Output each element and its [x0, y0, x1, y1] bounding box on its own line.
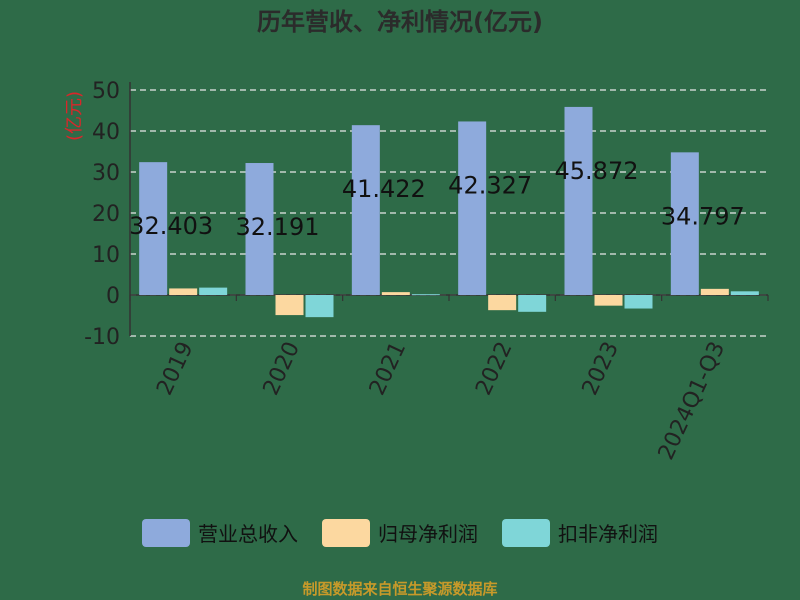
bar [381, 292, 410, 295]
x-tick-label: 2022 [471, 338, 517, 399]
data-label: 34.797 [661, 202, 745, 230]
bar [670, 152, 699, 295]
bar [169, 288, 198, 295]
y-tick-label: 30 [92, 161, 120, 186]
legend-swatch-revenue [142, 518, 190, 547]
y-tick-label: 50 [92, 79, 120, 104]
legend-swatch-deducted-profit [502, 518, 550, 547]
bar [458, 121, 487, 296]
bar [275, 295, 304, 316]
x-tick-label: 2021 [365, 338, 411, 399]
bar [564, 106, 593, 295]
x-tick-label: 2024Q1-Q3 [654, 338, 730, 464]
data-label: 32.403 [129, 212, 213, 240]
x-tick-label: 2020 [259, 338, 305, 399]
y-tick-label: 10 [92, 243, 120, 268]
source-footer: 制图数据来自恒生聚源数据库 [302, 580, 498, 598]
y-tick-label: 0 [106, 284, 120, 309]
y-axis-label: (亿元) [64, 91, 85, 141]
data-label: 41.422 [342, 175, 426, 203]
chart-title: 历年营收、净利情况(亿元) [257, 8, 543, 36]
data-label: 32.191 [236, 213, 320, 241]
bar [199, 287, 228, 295]
bar [594, 295, 623, 306]
bar [139, 162, 168, 295]
bar [730, 291, 759, 295]
y-tick-label: -10 [84, 325, 120, 350]
bar [305, 295, 334, 318]
y-tick-label: 20 [92, 202, 120, 227]
legend-item-net-profit[interactable]: 归母净利润 [322, 518, 478, 547]
bar [245, 163, 274, 295]
bar [518, 295, 547, 312]
data-label: 45.872 [555, 157, 639, 185]
legend-item-revenue[interactable]: 营业总收入 [142, 518, 298, 547]
bar [411, 294, 440, 296]
bar [700, 288, 729, 295]
legend: 营业总收入 归母净利润 扣非净利润 [0, 518, 800, 547]
legend-label-deducted-profit: 扣非净利润 [558, 522, 658, 546]
legend-swatch-net-profit [322, 518, 370, 547]
x-tick-label: 2019 [152, 338, 198, 399]
legend-item-deducted-profit[interactable]: 扣非净利润 [502, 518, 658, 547]
legend-label-revenue: 营业总收入 [198, 522, 298, 546]
legend-label-net-profit: 归母净利润 [378, 522, 478, 546]
y-tick-label: 40 [92, 120, 120, 145]
bar [351, 125, 380, 295]
x-tick-label: 2023 [578, 338, 624, 399]
data-label: 42.327 [448, 171, 532, 199]
bar [488, 295, 517, 311]
bar [624, 295, 653, 309]
